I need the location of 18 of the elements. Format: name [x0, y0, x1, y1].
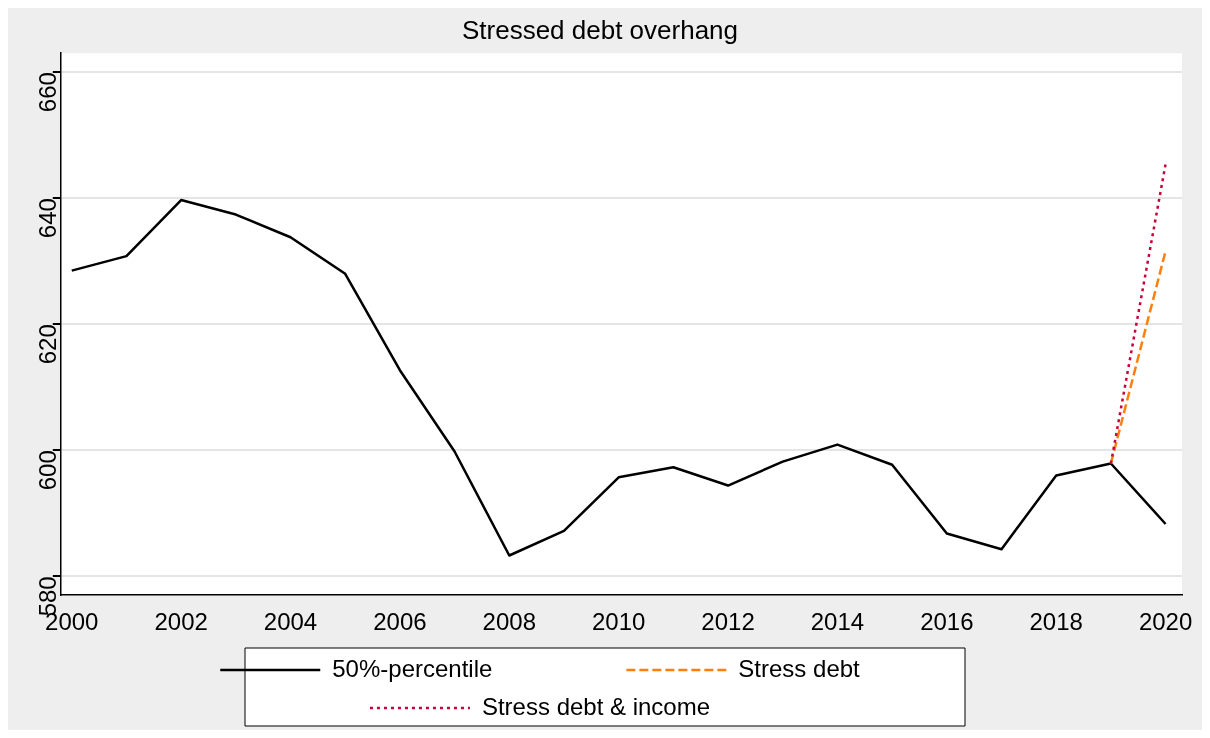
y-tick-label: 660 [34, 72, 62, 113]
x-tick-label: 2004 [263, 608, 318, 636]
x-tick-label: 2008 [482, 608, 536, 636]
x-tick-label: 2016 [920, 608, 974, 636]
x-tick-label: 2014 [810, 608, 865, 636]
legend-label: 50%-percentile [332, 654, 613, 682]
x-tick-label: 2020 [1138, 608, 1193, 636]
legend-label: Stress debt [738, 654, 980, 682]
x-tick-label: 2002 [154, 608, 208, 636]
x-tick-label: 2010 [591, 608, 646, 636]
y-tick-label: 620 [34, 324, 62, 365]
y-tick-label: 640 [34, 198, 62, 239]
x-tick-label: 2018 [1029, 608, 1083, 636]
x-tick-label: 2006 [373, 608, 427, 636]
x-tick-label: 2012 [701, 608, 755, 636]
chart-title: Stressed debt overhang [461, 14, 739, 45]
legend-label: Stress debt & income [481, 692, 831, 720]
y-tick-label: 600 [34, 450, 62, 491]
